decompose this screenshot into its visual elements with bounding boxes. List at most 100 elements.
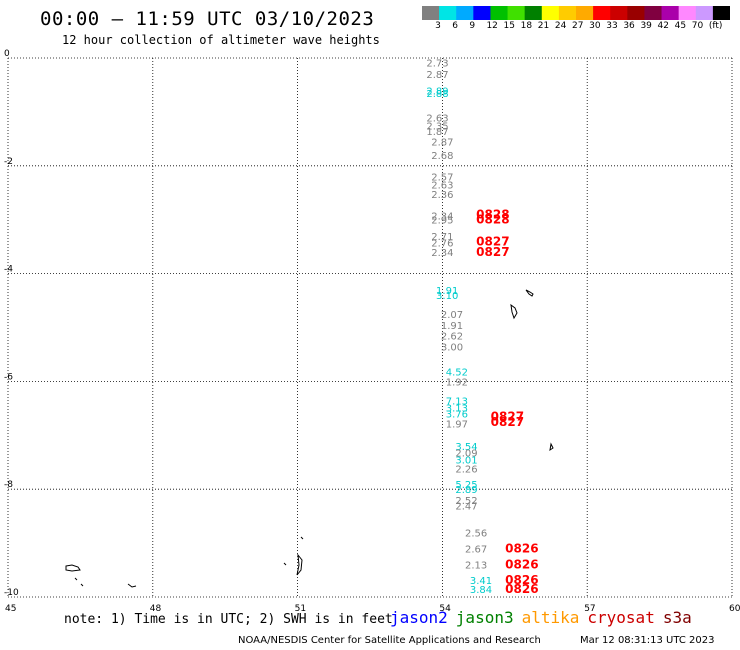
colorbar-swatch (456, 6, 474, 20)
wave-height-value: 2.57 (431, 173, 453, 184)
legend-item: jason2 (390, 608, 448, 627)
colorbar-swatch (695, 6, 714, 20)
x-tick-label: 57 (584, 604, 595, 614)
x-tick-label: 48 (150, 604, 162, 614)
wave-height-value: 2.13 (465, 561, 487, 572)
legend-item: cryosat (587, 608, 655, 627)
wave-height-value: 2.56 (465, 528, 487, 539)
colorbar-swatch (678, 6, 697, 20)
colorbar-swatch (439, 6, 457, 20)
island-shape (65, 564, 81, 572)
map-grid: 45 48 51 54 57 60 0 -2 -4 -6 -8 -10 (4, 49, 740, 614)
wave-height-value: 2.62 (441, 332, 463, 343)
pass-time-label: 0826 (505, 541, 538, 555)
colorbar-label: 30 (589, 21, 601, 31)
wave-height-value: 1.91 (436, 286, 458, 297)
wave-height-value: 1.87 (426, 127, 448, 138)
legend-item: jason3 (455, 608, 514, 627)
pass-time-label: 0826 (505, 558, 538, 572)
wave-height-value: 2.09 (455, 449, 477, 460)
wave-height-value: 2.67 (465, 544, 487, 555)
y-tick-label: -10 (4, 588, 19, 598)
colorbar-label: 39 (640, 21, 652, 31)
y-tick-label: -8 (4, 480, 13, 490)
wave-height-value: 2.52 (455, 496, 477, 507)
map-subtitle: 12 hour collection of altimeter wave hei… (62, 33, 380, 47)
island-shape (127, 583, 137, 588)
generated-timestamp: Mar 12 08:31:13 UTC 2023 (580, 635, 715, 646)
wave-height-value: 3.84 (470, 585, 492, 596)
wave-height-value: 1.97 (446, 419, 468, 430)
wave-height-value: 2.63 (431, 181, 453, 192)
island-shape (80, 583, 84, 587)
wave-height-value: 3.54 (455, 442, 477, 453)
wave-height-value: 1.91 (441, 321, 463, 332)
island-shape (300, 536, 304, 540)
pass-time-label: 0827 (491, 409, 524, 423)
colorbar-swatch (541, 6, 560, 20)
colorbar-swatch (661, 6, 680, 20)
wave-height-value: 2.07 (441, 310, 463, 321)
islands (65, 289, 554, 588)
y-tick-label: -4 (4, 265, 13, 275)
colorbar-swatch (627, 6, 645, 20)
y-tick-label: -2 (4, 157, 13, 167)
wave-height-value: 2.89 (426, 86, 448, 97)
colorbar-label: 15 (503, 21, 515, 31)
colorbar-label: 24 (554, 21, 567, 31)
x-tick-label: 54 (439, 604, 451, 614)
x-tick-label: 45 (5, 604, 16, 614)
colorbar-label: 33 (606, 21, 618, 31)
colorbar-label: 45 (674, 21, 687, 31)
wave-height-value: 3.13 (446, 403, 468, 414)
wave-height-value: 2.89 (455, 485, 477, 496)
island-shape (510, 303, 518, 320)
wave-height-value: 2.71 (431, 232, 453, 243)
island-shape (283, 562, 287, 566)
colorbar-swatch (558, 6, 577, 20)
wave-height-value: 2.87 (431, 138, 453, 149)
colorbar-swatch (576, 6, 594, 20)
wave-height-value: 2.88 (426, 89, 448, 100)
wave-height-value: 2.73 (426, 58, 448, 69)
pass-time-label: 0827 (476, 234, 509, 248)
colorbar (422, 6, 730, 20)
pass-time-label: 0826 (505, 573, 538, 587)
wave-height-value: 3.01 (455, 456, 477, 467)
colorbar-label: 27 (572, 21, 584, 31)
wave-height-value: 2.36 (431, 190, 453, 201)
colorbar-label: 21 (537, 21, 550, 31)
colorbar-label: 42 (657, 21, 669, 31)
wave-height-value: 2.76 (431, 238, 453, 249)
island-shape (549, 442, 554, 452)
legend-item: altika (521, 608, 580, 627)
credit-line: NOAA/NESDIS Center for Satellite Applica… (238, 635, 541, 646)
wave-height-value: 1.92 (446, 377, 468, 388)
pass-time-label: 0827 (476, 245, 509, 259)
island-shape (74, 577, 78, 581)
colorbar-labels: 3 6 9 12 15 18 21 24 27 30 33 36 39 42 45 70 (ft) (422, 21, 740, 33)
footnote: note: 1) Time is in UTC; 2) SWH is in fe… (64, 612, 393, 627)
colorbar-label: 6 (452, 21, 458, 31)
pass-time-label: 0828 (476, 213, 509, 227)
y-tick-label: 0 (4, 49, 10, 59)
island-shape (296, 553, 303, 576)
wave-height-value: 2.26 (455, 465, 477, 476)
wave-height-value: 2.34 (431, 248, 453, 259)
wave-height-value: 2.47 (455, 501, 477, 512)
wave-height-value: 2.63 (426, 113, 448, 124)
y-tick-label: -6 (4, 372, 13, 382)
colorbar-swatch (490, 6, 509, 20)
wave-height-value: 3.76 (446, 410, 468, 421)
colorbar-swatch (610, 6, 628, 20)
colorbar-label: (ft) (708, 21, 723, 31)
colorbar-swatch (524, 6, 543, 20)
colorbar-label: 18 (520, 21, 533, 31)
wave-height-value: 2.95 (431, 216, 453, 227)
wave-height-value: 3.00 (441, 342, 463, 353)
colorbar-label: 70 (691, 21, 704, 31)
wave-height-value: 3.10 (436, 291, 458, 302)
colorbar-swatch (507, 6, 526, 20)
pass-time-label: 0827 (491, 415, 524, 429)
